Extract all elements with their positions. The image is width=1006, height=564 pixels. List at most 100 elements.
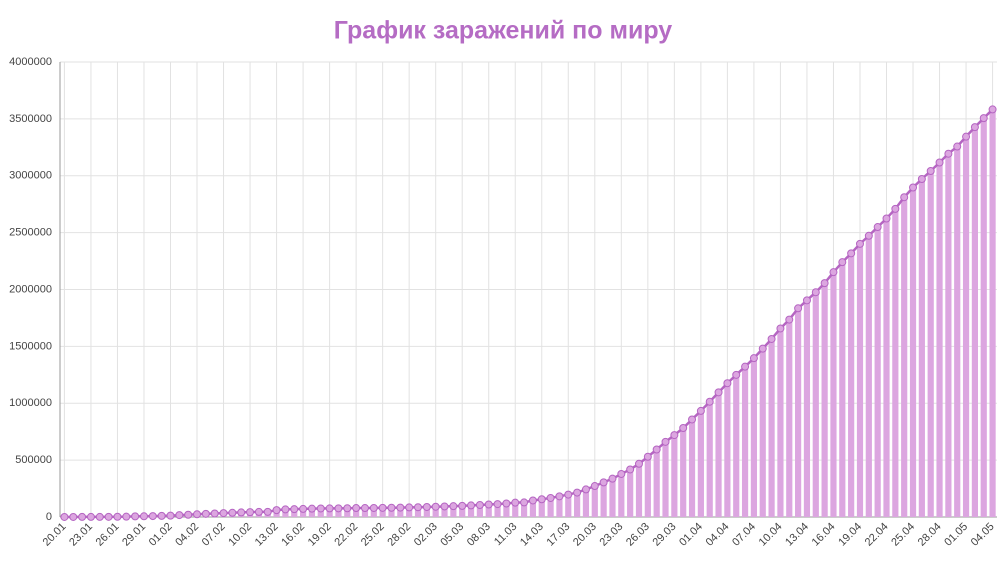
bar (653, 449, 660, 517)
bar (574, 492, 581, 517)
bar (644, 456, 651, 517)
x-tick-label: 04.02 (173, 521, 201, 549)
bar (883, 218, 890, 517)
x-tick-label: 01.05 (942, 521, 970, 549)
bar (671, 435, 678, 517)
point (590, 482, 599, 491)
x-tick-label: 26.01 (94, 521, 122, 549)
point (360, 504, 369, 513)
bar (803, 300, 811, 517)
bar (680, 428, 687, 517)
bar (927, 170, 934, 518)
point (131, 512, 140, 521)
x-tick-label: 28.04 (916, 521, 944, 549)
x-tick-label: 01.02 (147, 521, 175, 549)
bar (821, 283, 828, 517)
bar (344, 508, 351, 517)
point (953, 142, 962, 151)
point (69, 512, 78, 521)
point (917, 174, 926, 183)
point (564, 490, 573, 499)
point (723, 379, 732, 388)
point (299, 504, 308, 513)
bar (317, 508, 324, 517)
bar (980, 118, 987, 518)
point (714, 388, 723, 397)
bar (423, 506, 430, 517)
x-tick-label: 04.04 (704, 521, 732, 549)
point (193, 510, 202, 519)
point (78, 512, 87, 521)
x-tick-label: 01.04 (677, 521, 705, 549)
y-tick-label: 1500000 (9, 340, 52, 352)
bar (874, 227, 881, 517)
x-tick-label: 29.01 (120, 521, 148, 549)
point (546, 493, 555, 502)
point (86, 512, 95, 521)
bar (741, 366, 749, 517)
y-tick-label: 1000000 (9, 397, 52, 409)
bar (308, 508, 316, 517)
bar (485, 504, 492, 517)
point (281, 505, 290, 514)
bar (759, 348, 766, 517)
point (369, 503, 378, 512)
bar (388, 507, 395, 517)
bar (547, 497, 554, 517)
x-tick-label: 17.03 (545, 521, 573, 549)
bar (962, 136, 970, 517)
x-tick-label: 20.01 (41, 521, 69, 549)
point (431, 502, 440, 511)
point (670, 431, 679, 440)
bar (326, 508, 333, 517)
point (484, 500, 493, 509)
point (387, 503, 396, 512)
point (847, 249, 856, 258)
bar (812, 292, 819, 517)
point (122, 512, 131, 521)
point (228, 508, 237, 517)
point (520, 498, 529, 507)
x-tick-label: 10.02 (226, 521, 254, 549)
point (210, 509, 219, 518)
bar (724, 383, 731, 517)
bar (406, 507, 413, 517)
x-tick-label: 19.02 (306, 521, 334, 549)
bar (335, 508, 342, 517)
bar (848, 253, 855, 517)
point (829, 268, 838, 277)
point (528, 496, 537, 505)
point (139, 512, 148, 521)
point (352, 504, 361, 513)
point (166, 511, 175, 520)
x-tick-label: 13.02 (253, 521, 281, 549)
bar (971, 127, 978, 517)
x-tick-label: 20.03 (571, 521, 599, 549)
point (201, 509, 210, 518)
x-tick-label: 25.04 (889, 521, 917, 549)
bar (768, 338, 775, 517)
bar (512, 502, 519, 517)
bar (830, 272, 837, 517)
point (855, 239, 864, 248)
y-tick-label: 4000000 (9, 56, 52, 68)
point (440, 502, 449, 511)
point (325, 504, 334, 513)
bar (839, 262, 846, 517)
point (935, 158, 944, 167)
x-tick-label: 02.03 (412, 521, 440, 549)
point (343, 504, 352, 513)
x-tick-label: 11.03 (492, 521, 519, 548)
point (776, 324, 785, 333)
bar (662, 441, 669, 517)
point (219, 509, 228, 518)
bar (609, 478, 616, 517)
bar (795, 308, 802, 517)
bar (918, 178, 925, 517)
point (643, 452, 652, 461)
point (741, 362, 750, 371)
bar (635, 463, 643, 517)
point (148, 512, 157, 521)
bar (556, 496, 563, 517)
